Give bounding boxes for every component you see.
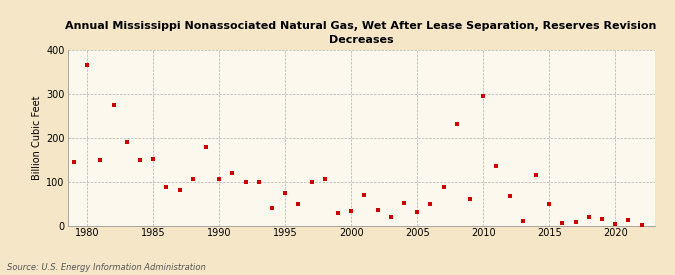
Point — [583, 214, 594, 219]
Point — [240, 180, 251, 185]
Point — [464, 197, 475, 201]
Point — [425, 202, 436, 207]
Point — [306, 179, 317, 184]
Text: Source: U.S. Energy Information Administration: Source: U.S. Energy Information Administ… — [7, 263, 205, 272]
Point — [200, 145, 211, 149]
Point — [385, 214, 396, 219]
Point — [570, 220, 581, 224]
Point — [557, 221, 568, 226]
Point — [491, 164, 502, 168]
Point — [188, 177, 198, 182]
Point — [452, 122, 462, 127]
Point — [412, 210, 423, 214]
Point — [135, 157, 146, 162]
Point — [438, 185, 449, 189]
Point — [148, 156, 159, 161]
Point — [122, 140, 132, 144]
Point — [333, 211, 344, 215]
Point — [531, 173, 541, 177]
Point — [280, 190, 291, 195]
Point — [319, 177, 330, 182]
Point — [55, 173, 66, 177]
Point — [161, 185, 172, 189]
Point — [517, 219, 528, 223]
Point — [372, 208, 383, 212]
Point — [95, 157, 106, 162]
Y-axis label: Billion Cubic Feet: Billion Cubic Feet — [32, 95, 42, 180]
Point — [267, 206, 277, 210]
Point — [227, 170, 238, 175]
Point — [108, 102, 119, 107]
Point — [69, 160, 80, 164]
Point — [214, 177, 225, 182]
Point — [359, 192, 370, 197]
Point — [504, 193, 515, 198]
Point — [478, 94, 489, 98]
Point — [610, 222, 620, 226]
Point — [623, 218, 634, 222]
Point — [544, 202, 555, 207]
Point — [399, 200, 410, 205]
Point — [253, 179, 264, 184]
Point — [636, 222, 647, 227]
Point — [293, 202, 304, 207]
Point — [346, 209, 356, 214]
Title: Annual Mississippi Nonassociated Natural Gas, Wet After Lease Separation, Reserv: Annual Mississippi Nonassociated Natural… — [65, 21, 657, 45]
Point — [597, 217, 608, 221]
Point — [82, 63, 92, 67]
Point — [174, 188, 185, 192]
